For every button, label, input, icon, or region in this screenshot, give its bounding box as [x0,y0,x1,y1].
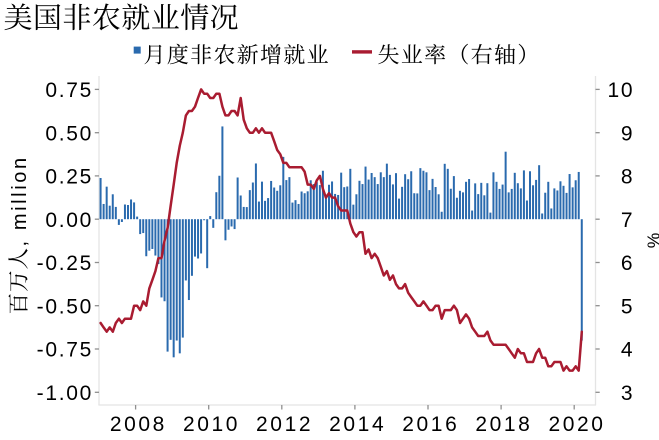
svg-text:2016: 2016 [402,413,459,435]
svg-text:9: 9 [621,122,634,145]
svg-text:0.50: 0.50 [45,122,93,145]
svg-text:0.25: 0.25 [45,166,93,189]
svg-text:2008: 2008 [110,413,167,435]
svg-text:-1.00: -1.00 [37,382,93,405]
svg-text:10: 10 [608,79,635,102]
svg-text:0.75: 0.75 [45,79,93,102]
svg-text:-0.50: -0.50 [37,295,93,318]
svg-text:-0.25: -0.25 [37,252,93,275]
svg-text:, million: , million [9,155,31,246]
svg-text:8: 8 [621,166,634,189]
svg-text:3: 3 [621,382,634,405]
svg-text:4: 4 [621,339,634,362]
svg-text:2010: 2010 [183,413,240,435]
svg-text:%: % [643,233,659,249]
svg-text:-0.75: -0.75 [37,339,93,362]
svg-text:2020: 2020 [548,413,605,435]
svg-text:2018: 2018 [475,413,532,435]
svg-text:2012: 2012 [256,413,313,435]
svg-text:5: 5 [621,295,634,318]
svg-text:6: 6 [621,252,634,275]
svg-text:0.00: 0.00 [45,209,93,232]
svg-text:2014: 2014 [329,413,386,435]
svg-text:7: 7 [621,209,634,232]
